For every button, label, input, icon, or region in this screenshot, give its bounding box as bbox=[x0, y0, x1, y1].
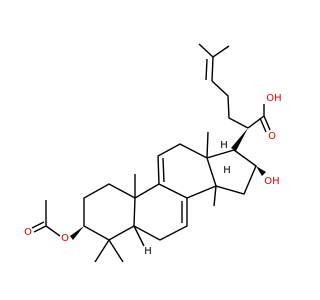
atom-label: OH bbox=[264, 176, 279, 187]
bond bbox=[213, 185, 217, 207]
bond bbox=[259, 117, 267, 133]
atom-label: O bbox=[24, 227, 32, 238]
bond bbox=[247, 115, 265, 129]
bond bbox=[198, 43, 230, 58]
bond bbox=[205, 58, 208, 81]
bond bbox=[83, 183, 136, 241]
molecule: OH O OH H H H O O bbox=[24, 43, 282, 263]
bond bbox=[263, 115, 271, 131]
atom-label: H bbox=[144, 246, 152, 257]
atom-label: O bbox=[61, 233, 69, 244]
wedge bbox=[70, 226, 84, 240]
bond bbox=[211, 56, 214, 82]
wedge bbox=[256, 166, 266, 176]
bond bbox=[94, 238, 124, 263]
bond bbox=[206, 131, 209, 159]
bond bbox=[133, 225, 145, 247]
bond bbox=[157, 143, 217, 199]
wedge bbox=[231, 128, 248, 151]
atom-label: OH bbox=[266, 93, 281, 104]
atom-label: O bbox=[268, 131, 276, 142]
bond bbox=[31, 221, 45, 229]
atom-label: H bbox=[223, 165, 231, 176]
bond bbox=[162, 157, 165, 183]
bond bbox=[206, 149, 257, 195]
atom-label: H bbox=[220, 140, 228, 151]
bond bbox=[33, 225, 47, 233]
bond bbox=[45, 200, 61, 237]
bond bbox=[211, 80, 249, 129]
bond bbox=[133, 183, 188, 241]
bonds bbox=[31, 43, 271, 263]
atom-labels: OH O OH H H H O O bbox=[24, 93, 282, 257]
